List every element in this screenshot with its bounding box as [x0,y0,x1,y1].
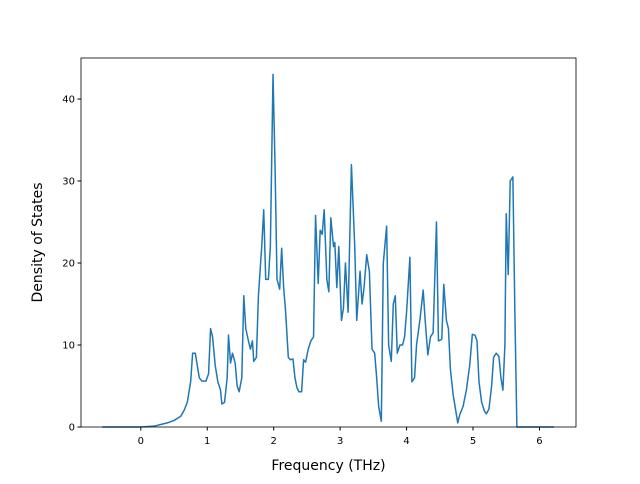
y-axis-label: Density of States [30,183,46,303]
y-tick-label: 0 [69,423,75,434]
x-axis-label: Frequency (THz) [271,458,385,474]
x-tick-label: 1 [204,436,210,447]
x-tick-label: 3 [337,436,343,447]
y-tick-label: 10 [62,341,75,352]
x-tick-label: 2 [270,436,276,447]
x-tick-label: 6 [536,436,542,447]
x-tick-label: 0 [138,436,144,447]
y-tick-label: 40 [62,95,75,106]
plot-frame [80,57,577,428]
x-tick-label: 4 [403,436,409,447]
y-tick-label: 30 [62,177,75,188]
y-tick-label: 20 [62,259,75,270]
dos-line [102,73,555,428]
x-tick-label: 5 [470,436,476,447]
